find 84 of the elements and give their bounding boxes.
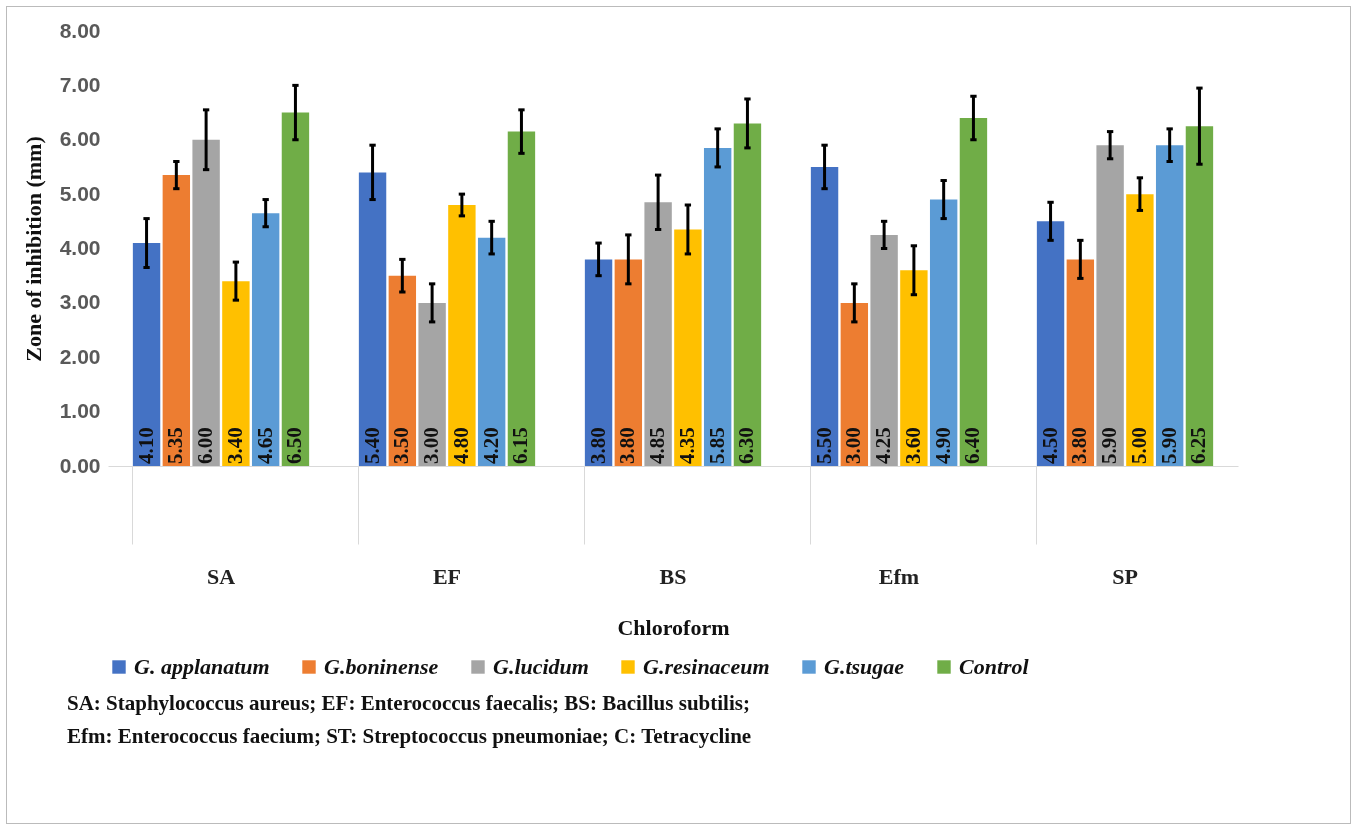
x-tick-label: SP (1112, 563, 1138, 589)
y-tick-label: 0.00 (59, 453, 101, 477)
bar (644, 202, 672, 466)
data-label: 4.80 (448, 427, 473, 464)
y-tick-label: 8.00 (59, 18, 101, 42)
data-label: 5.90 (1156, 427, 1181, 464)
legend-label: G. applanatum (134, 654, 270, 679)
bar (1096, 145, 1124, 466)
bar (507, 131, 536, 466)
data-label: 4.25 (871, 427, 896, 464)
data-label: 6.15 (508, 427, 533, 464)
bar (810, 166, 839, 466)
data-label: 3.60 (900, 427, 925, 464)
data-label: 5.40 (359, 427, 384, 464)
bar (281, 112, 310, 466)
x-axis-title: Chloroform (617, 614, 730, 640)
data-label: 5.50 (811, 427, 836, 464)
bar (251, 213, 280, 466)
legend-label: G.lucidum (493, 654, 589, 679)
bar (900, 270, 928, 466)
bar (584, 259, 613, 466)
y-tick-label: 6.00 (59, 127, 101, 151)
bar (132, 243, 161, 466)
bar (703, 147, 732, 466)
data-label: 3.50 (389, 427, 414, 464)
x-tick-label: BS (659, 563, 687, 589)
y-tick-label: 1.00 (59, 399, 101, 423)
data-label: 3.00 (419, 427, 444, 464)
legend-label: G.tsugae (824, 654, 905, 679)
bar (870, 234, 898, 466)
bar (674, 229, 702, 466)
data-label: 3.00 (841, 427, 866, 464)
data-label: 5.00 (1126, 427, 1151, 464)
text: Efm: Enterococcus faecium; ST: Streptococcus pneumoniae; C: Tetracycline (67, 724, 753, 749)
data-label: 6.00 (193, 427, 218, 464)
data-label: 4.50 (1037, 427, 1062, 464)
x-tick-label: Efm (878, 563, 920, 589)
y-tick-label: 5.00 (59, 181, 101, 205)
y-tick-label: 7.00 (59, 72, 101, 96)
data-label: 3.80 (1067, 427, 1092, 464)
data-label: 4.10 (133, 427, 158, 464)
data-label: 6.30 (734, 427, 759, 464)
bar (448, 205, 476, 466)
bar (222, 281, 250, 466)
bar (959, 118, 988, 466)
data-label: 5.85 (704, 427, 729, 464)
y-axis-title: Zone of inhibition (mm) (20, 136, 46, 362)
bar (388, 275, 417, 466)
data-label: 3.80 (615, 427, 640, 464)
data-label: 3.40 (222, 427, 247, 464)
bar (840, 302, 869, 466)
data-label: 4.35 (674, 427, 699, 464)
bar (477, 237, 506, 466)
x-tick-label: EF (432, 563, 462, 589)
data-label: 6.25 (1186, 427, 1211, 464)
data-label: 4.20 (478, 427, 503, 464)
bar (1126, 194, 1154, 466)
legend-label: G.boninense (324, 654, 439, 679)
legend-label: Control (959, 654, 1030, 679)
data-label: 4.85 (645, 427, 670, 464)
data-label: 4.90 (930, 427, 955, 464)
data-label: 5.35 (163, 427, 188, 464)
bar (1066, 259, 1095, 466)
bar (1036, 221, 1065, 466)
y-tick-label: 2.00 (59, 344, 101, 368)
data-label: 6.50 (282, 427, 307, 464)
legend-label: G.resinaceum (643, 654, 770, 679)
data-label: 5.90 (1097, 427, 1122, 464)
bar (1185, 126, 1214, 466)
bar (358, 172, 387, 466)
data-label: 6.40 (960, 427, 985, 464)
data-label: 4.65 (252, 427, 277, 464)
x-tick-label: SA (206, 563, 236, 589)
y-tick-label: 3.00 (59, 290, 101, 314)
bar (418, 302, 446, 466)
text: SA: Staphylococcus aureus; EF: Enterococcus faecalis; BS: Bacillus subtilis; (67, 691, 751, 716)
bar (162, 175, 191, 466)
y-tick-label: 4.00 (59, 236, 101, 259)
bar (614, 259, 643, 466)
bar (1155, 145, 1184, 466)
bar (733, 123, 762, 466)
bar (929, 199, 958, 466)
data-label: 3.80 (585, 427, 610, 464)
bar (192, 139, 220, 466)
